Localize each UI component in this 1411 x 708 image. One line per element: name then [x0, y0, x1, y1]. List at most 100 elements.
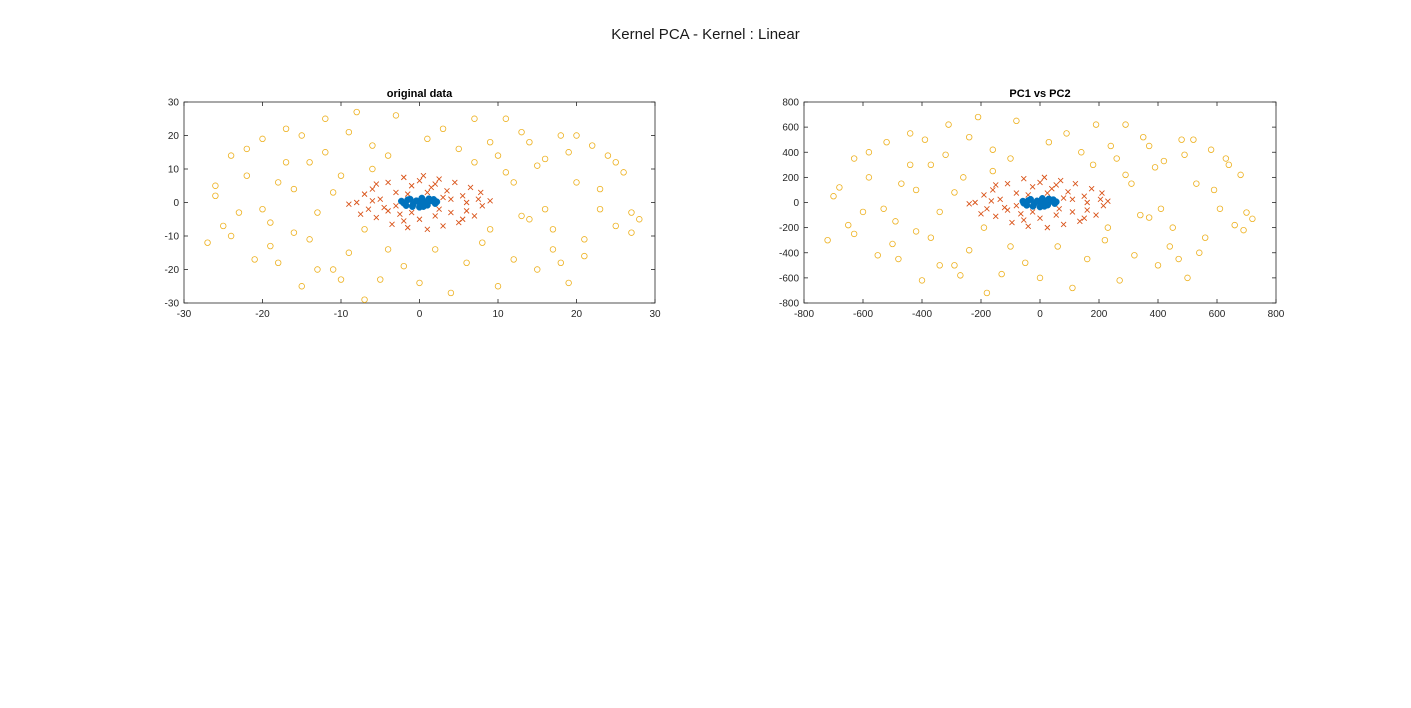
scatter-point-middle: [400, 174, 407, 181]
y-tick-label: 30: [168, 98, 180, 109]
scatter-point-middle: [404, 224, 411, 231]
scatter-point-outer: [463, 259, 470, 266]
scatter-point-outer: [494, 283, 502, 290]
scatter-point-outer: [243, 145, 250, 153]
scatter-point-outer: [921, 136, 929, 143]
scatter-point-outer: [1240, 226, 1247, 234]
scatter-point-middle: [416, 177, 423, 184]
y-tick-label: 600: [782, 123, 799, 134]
scatter-point-outer: [596, 205, 604, 213]
scatter-point-outer: [290, 185, 298, 193]
scatter-point-outer: [1181, 151, 1188, 158]
scatter-point-outer: [337, 276, 345, 283]
scatter-point-outer: [951, 189, 958, 196]
scatter-point-inner: [408, 203, 416, 210]
scatter-point-outer: [227, 152, 235, 159]
scatter-point-middle: [385, 179, 391, 186]
scatter-point-middle: [377, 196, 384, 202]
scatter-point-outer: [322, 115, 329, 122]
scatter-point-outer: [282, 125, 290, 132]
scatter-point-outer: [912, 186, 920, 194]
scatter-point-middle: [989, 187, 996, 193]
scatter-point-outer: [267, 242, 274, 250]
scatter-point-outer: [1083, 255, 1091, 263]
scatter-point-inner: [433, 198, 441, 206]
scatter-point-outer: [447, 289, 455, 297]
scatter-point-middle: [1009, 219, 1015, 226]
scatter-point-outer: [1237, 171, 1244, 179]
scatter-point-middle: [1044, 190, 1051, 196]
scatter-point-middle: [408, 182, 415, 189]
scatter-point-outer: [836, 184, 843, 191]
x-tick-label: 400: [1150, 309, 1167, 320]
scatter-point-outer: [526, 216, 533, 223]
scatter-point-outer: [1104, 224, 1112, 231]
scatter-point-outer: [581, 252, 588, 260]
scatter-point-outer: [927, 234, 935, 241]
scatter-point-middle: [992, 213, 999, 220]
scatter-point-middle: [477, 189, 484, 196]
scatter-point-outer: [865, 149, 873, 156]
x-tick-label: 200: [1091, 309, 1108, 320]
scatter-point-outer: [1054, 243, 1061, 250]
scatter-point-outer: [1196, 249, 1203, 256]
x-tick-label: -20: [255, 309, 270, 320]
scatter-point-outer: [1243, 209, 1250, 216]
scatter-point-outer: [275, 259, 282, 266]
y-tick-label: -600: [779, 273, 799, 284]
scatter-point-outer: [212, 182, 219, 189]
scatter-point-middle: [1084, 199, 1091, 206]
scatter-point-middle: [365, 206, 372, 213]
scatter-point-outer: [874, 252, 881, 259]
scatter-point-middle: [1029, 209, 1036, 215]
x-tick-label: -10: [334, 309, 349, 320]
scatter-point-outer: [883, 138, 890, 146]
x-tick-label: -800: [794, 309, 814, 320]
scatter-point-outer: [502, 169, 510, 176]
scatter-point-outer: [329, 189, 337, 196]
scatter-point-outer: [369, 165, 376, 173]
scatter-point-middle: [448, 196, 454, 202]
y-tick-label: 400: [782, 148, 799, 159]
scatter-point-outer: [377, 276, 384, 283]
scatter-point-outer: [1169, 224, 1176, 231]
scatter-point-outer: [541, 155, 549, 163]
scatter-point-middle: [393, 203, 399, 209]
scatter-point-middle: [463, 208, 470, 214]
scatter-point-outer: [612, 222, 619, 230]
scatter-point-outer: [859, 208, 867, 216]
scatter-point-middle: [1081, 215, 1088, 222]
scatter-point-outer: [1007, 155, 1014, 162]
x-tick-label: 20: [571, 309, 583, 320]
scatter-point-outer: [345, 249, 353, 256]
scatter-point-inner: [1019, 197, 1027, 205]
scatter-point-middle: [424, 189, 431, 196]
scatter-point-middle: [984, 205, 990, 212]
scatter-point-middle: [1004, 180, 1011, 187]
scatter-point-middle: [397, 211, 403, 218]
scatter-point-outer: [951, 262, 958, 269]
scatter-point-middle: [1053, 182, 1060, 188]
scatter-point-outer: [980, 224, 988, 231]
scatter-point-outer: [212, 192, 219, 199]
scatter-point-outer: [1036, 274, 1044, 282]
scatter-point-middle: [357, 211, 364, 218]
scatter-point-outer: [1092, 121, 1100, 128]
scatter-point-outer: [361, 296, 368, 303]
scatter-point-middle: [444, 187, 450, 194]
subplot-pc1-vs-pc2: PC1 vs PC2 -800 -600 -400 -200 0 200 400 600 800 -…: [779, 88, 1285, 320]
scatter-point-middle: [992, 182, 999, 188]
scatter-point-outer: [298, 132, 305, 139]
scatter-point-middle: [479, 203, 486, 209]
scatter-point-inner: [416, 203, 423, 211]
scatter-point-outer: [259, 135, 266, 143]
y-tick-label: 800: [782, 98, 799, 109]
scatter-point-middle: [440, 223, 446, 229]
scatter-point-outer: [565, 279, 572, 287]
scatter-point-outer: [604, 152, 612, 159]
scatter-point-outer: [424, 135, 431, 143]
scatter-point-middle: [440, 194, 446, 201]
scatter-point-outer: [850, 230, 858, 238]
scatter-point-outer: [510, 179, 517, 186]
scatter-point-outer: [596, 185, 604, 193]
